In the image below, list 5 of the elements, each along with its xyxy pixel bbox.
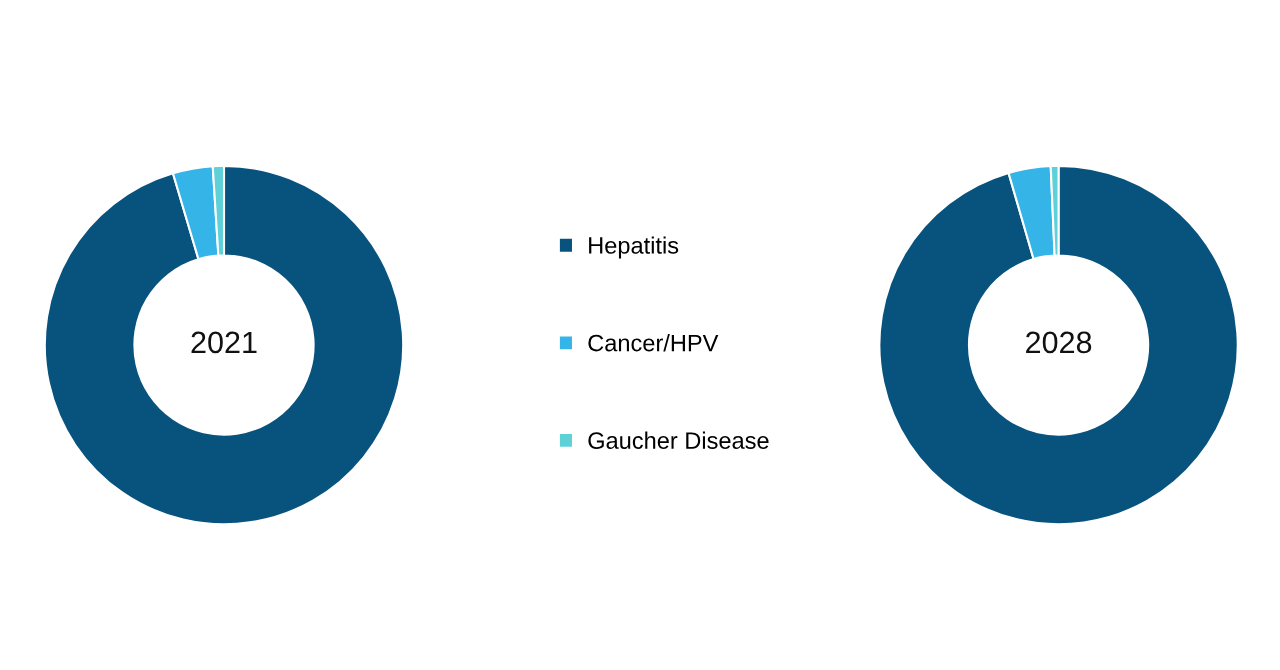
legend-label: Hepatitis <box>589 236 679 259</box>
legend-label: Gaucher Disease <box>588 431 769 449</box>
legend-label: Cancer/HPV <box>588 334 719 352</box>
slice-label: 2028 <box>1026 331 1092 354</box>
slice-label: 2021 <box>191 331 257 354</box>
